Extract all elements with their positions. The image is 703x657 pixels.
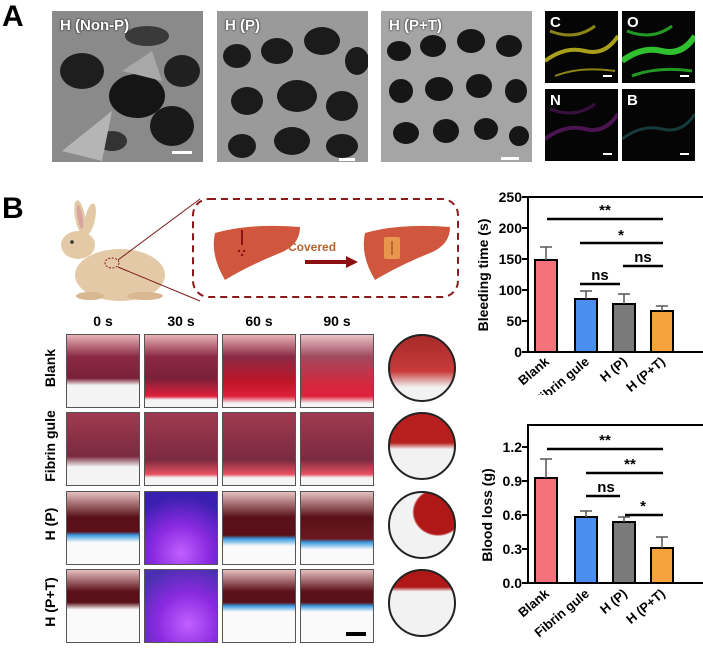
scale-bar bbox=[501, 157, 519, 160]
sem-image-non-p: H (Non-P) bbox=[52, 11, 203, 162]
svg-text:0: 0 bbox=[514, 344, 522, 360]
gauze-hpt bbox=[388, 569, 456, 637]
scale-bar bbox=[346, 632, 366, 636]
eds-map-n: N bbox=[545, 89, 618, 161]
eds-texture bbox=[622, 24, 695, 78]
eds-texture bbox=[545, 24, 618, 77]
panel-b-letter: B bbox=[2, 192, 24, 225]
eds-map-c: C bbox=[545, 11, 618, 83]
sem-texture bbox=[381, 11, 532, 162]
sem-texture bbox=[217, 11, 368, 162]
photo-hpt-30s bbox=[144, 569, 218, 643]
svg-text:ns: ns bbox=[597, 479, 615, 496]
scale-bar bbox=[680, 75, 689, 77]
covered-label: Covered bbox=[288, 240, 337, 254]
sem-label: H (P+T) bbox=[389, 17, 442, 34]
gauze-fibrin bbox=[388, 412, 456, 480]
rabbit-icon bbox=[61, 200, 165, 301]
eds-texture bbox=[622, 113, 695, 141]
panel-a-letter: A bbox=[2, 0, 24, 33]
row-label: H (P+T) bbox=[42, 577, 58, 627]
eds-texture bbox=[545, 102, 618, 141]
svg-text:0.3: 0.3 bbox=[503, 541, 523, 557]
time-label: 0 s bbox=[93, 313, 113, 329]
svg-text:H (P): H (P) bbox=[597, 586, 630, 617]
eds-map-o: O bbox=[622, 11, 695, 83]
svg-text:0.9: 0.9 bbox=[503, 473, 523, 489]
zoom-box bbox=[192, 198, 459, 298]
photo-hpt-60s bbox=[222, 569, 296, 643]
blood-loss-chart: 0.0 0.3 0.6 0.9 1.2 Blood loss (g) ** **… bbox=[479, 424, 703, 640]
photo-hp-0s bbox=[66, 491, 140, 565]
scale-bar bbox=[603, 75, 612, 77]
scale-bar bbox=[603, 153, 612, 155]
time-label: 90 s bbox=[323, 313, 351, 329]
photo-hp-60s bbox=[222, 491, 296, 565]
photo-hp-90s bbox=[300, 491, 374, 565]
sem-image-p-t: H (P+T) bbox=[381, 11, 532, 162]
sem-texture bbox=[52, 11, 203, 162]
svg-text:**: ** bbox=[599, 432, 611, 449]
photo-blank-0s bbox=[66, 334, 140, 408]
schematic-diagram bbox=[61, 198, 459, 302]
time-label: 30 s bbox=[167, 313, 195, 329]
scale-bar bbox=[680, 153, 689, 155]
element-label: N bbox=[550, 92, 561, 109]
svg-text:150: 150 bbox=[499, 251, 523, 267]
svg-text:*: * bbox=[618, 227, 624, 244]
y-axis-label: Bleeding time (s) bbox=[475, 219, 491, 332]
element-label: C bbox=[550, 14, 561, 31]
sem-image-p: H (P) bbox=[217, 11, 368, 162]
bleeding-time-chart: 0 50 100 150 200 250 Bleeding time (s) *… bbox=[475, 189, 703, 395]
gauze-blank bbox=[388, 334, 456, 402]
photo-hpt-90s bbox=[300, 569, 374, 643]
svg-text:100: 100 bbox=[499, 282, 523, 298]
eds-map-b: B bbox=[622, 89, 695, 161]
element-label: O bbox=[627, 14, 639, 31]
svg-text:200: 200 bbox=[499, 220, 523, 236]
sem-label: H (P) bbox=[225, 17, 260, 34]
svg-text:ns: ns bbox=[634, 249, 652, 266]
svg-text:H (P+T): H (P+T) bbox=[623, 354, 668, 395]
y-axis-label: Blood loss (g) bbox=[479, 468, 495, 561]
scale-bar bbox=[172, 151, 192, 154]
liver-covered-icon bbox=[363, 225, 450, 280]
svg-text:0.0: 0.0 bbox=[503, 575, 523, 591]
svg-text:250: 250 bbox=[499, 189, 523, 205]
svg-text:H (P+T): H (P+T) bbox=[623, 586, 668, 627]
photo-fibrin-0s bbox=[66, 412, 140, 486]
element-label: B bbox=[627, 92, 638, 109]
scale-bar bbox=[339, 158, 355, 161]
svg-text:*: * bbox=[640, 498, 646, 515]
liver-injured-icon bbox=[213, 225, 300, 280]
photo-fibrin-30s bbox=[144, 412, 218, 486]
sem-label: H (Non-P) bbox=[60, 17, 130, 34]
photo-blank-60s bbox=[222, 334, 296, 408]
svg-text:1.2: 1.2 bbox=[503, 439, 523, 455]
photo-blank-90s bbox=[300, 334, 374, 408]
photo-hp-30s bbox=[144, 491, 218, 565]
photo-blank-30s bbox=[144, 334, 218, 408]
svg-text:**: ** bbox=[624, 456, 636, 473]
svg-text:ns: ns bbox=[591, 267, 609, 284]
gauze-hp bbox=[388, 491, 456, 559]
photo-hpt-0s bbox=[66, 569, 140, 643]
photo-fibrin-60s bbox=[222, 412, 296, 486]
time-label: 60 s bbox=[245, 313, 273, 329]
svg-text:**: ** bbox=[599, 202, 611, 219]
svg-text:50: 50 bbox=[506, 313, 522, 329]
svg-text:0.6: 0.6 bbox=[503, 507, 523, 523]
svg-text:H (P): H (P) bbox=[597, 354, 630, 385]
photo-fibrin-90s bbox=[300, 412, 374, 486]
